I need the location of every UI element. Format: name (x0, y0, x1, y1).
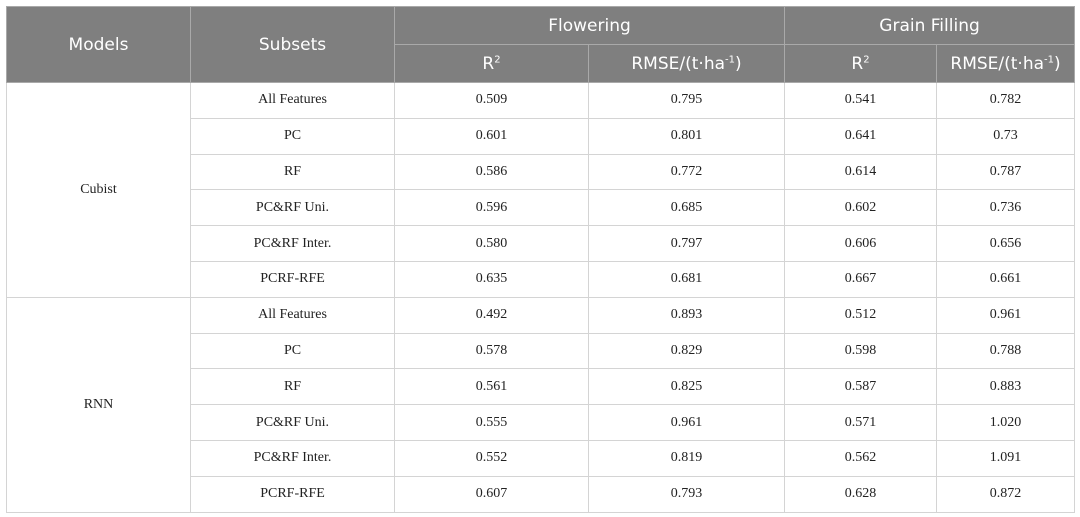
value-cell: 0.614 (784, 153, 938, 191)
subset-cell: PCRF-RFE (190, 475, 395, 513)
r2-sup: 2 (494, 53, 501, 65)
subset-cell: PCRF-RFE (190, 260, 395, 298)
subset-cell: RF (190, 368, 395, 406)
value-cell: 0.893 (587, 296, 786, 334)
subset-cell: PC (190, 117, 395, 155)
header-flowering: Flowering (393, 6, 786, 45)
rmse-close: ) (735, 53, 742, 74)
header-subsets: Subsets (190, 6, 395, 83)
value-cell: 0.793 (587, 475, 786, 513)
table-row: Cubist All Features 0.509 0.795 0.541 0.782 (6, 82, 1076, 298)
value-cell: 0.801 (587, 117, 786, 155)
value-cell: 0.607 (394, 475, 589, 513)
value-cell: 0.571 (784, 404, 938, 441)
subset-cell: RF (190, 153, 395, 191)
table-row: RF 0.586 0.772 0.614 0.787 (7, 153, 1076, 191)
subset-cell: PC (190, 332, 395, 370)
subset-cell: PC&RF Inter. (190, 225, 395, 262)
model-name: Cubist (6, 82, 191, 298)
value-cell: 0.561 (394, 368, 589, 406)
rmse-sup: -1 (725, 53, 735, 65)
r2-label: R (851, 53, 864, 74)
value-cell: 0.797 (587, 225, 786, 262)
value-cell: 0.667 (784, 260, 938, 298)
value-cell: 0.555 (394, 404, 589, 441)
value-cell: 0.73 (936, 117, 1076, 155)
value-cell: 0.552 (394, 439, 589, 477)
value-cell: 0.788 (936, 332, 1076, 370)
header-grain-filling-r2: R2 (784, 44, 938, 83)
r2-sup: 2 (863, 53, 870, 65)
table-row: PCRF-RFE 0.607 0.793 0.628 0.872 (7, 475, 1076, 513)
table-row: PC&RF Inter. 0.552 0.819 0.562 1.091 (7, 439, 1076, 477)
rmse-label: RMSE/(t·ha (631, 53, 726, 74)
value-cell: 0.829 (587, 332, 786, 370)
subset-cell: All Features (190, 296, 395, 334)
value-cell: 0.635 (394, 260, 589, 298)
header-grain-filling-rmse: RMSE/(t·ha-1) (936, 44, 1076, 83)
table-row: PC 0.578 0.829 0.598 0.788 (7, 332, 1076, 370)
value-cell: 0.628 (784, 475, 938, 513)
header-flowering-rmse: RMSE/(t·ha-1) (587, 44, 786, 83)
value-cell: 0.736 (936, 189, 1076, 227)
value-cell: 0.661 (936, 260, 1076, 298)
value-cell: 0.782 (936, 82, 1076, 119)
rmse-close: ) (1054, 53, 1061, 74)
value-cell: 0.580 (394, 225, 589, 262)
results-table: Models Subsets Flowering Grain Filling R… (6, 6, 1076, 513)
value-cell: 0.787 (936, 153, 1076, 191)
table-row: PC&RF Inter. 0.580 0.797 0.606 0.656 (7, 225, 1076, 262)
subset-cell: PC&RF Uni. (190, 189, 395, 227)
r2-label: R (482, 53, 495, 74)
table-row: PCRF-RFE 0.635 0.681 0.667 0.661 (7, 260, 1076, 298)
subset-cell: PC&RF Inter. (190, 439, 395, 477)
rmse-sup: -1 (1044, 53, 1055, 65)
value-cell: 0.587 (784, 368, 938, 406)
value-cell: 0.578 (394, 332, 589, 370)
value-cell: 1.020 (936, 404, 1076, 441)
subset-cell: All Features (190, 82, 395, 119)
value-cell: 0.586 (394, 153, 589, 191)
header-models: Models (6, 6, 191, 83)
value-cell: 0.598 (784, 332, 938, 370)
value-cell: 1.091 (936, 439, 1076, 477)
value-cell: 0.541 (784, 82, 938, 119)
value-cell: 0.825 (587, 368, 786, 406)
value-cell: 0.596 (394, 189, 589, 227)
value-cell: 0.681 (587, 260, 786, 298)
value-cell: 0.562 (784, 439, 938, 477)
subset-cell: PC&RF Uni. (190, 404, 395, 441)
value-cell: 0.795 (587, 82, 786, 119)
table-row: RNN All Features 0.492 0.893 0.512 0.961 (6, 296, 1076, 513)
table-row: PC 0.601 0.801 0.641 0.73 (7, 117, 1076, 155)
table-row: PC&RF Uni. 0.596 0.685 0.602 0.736 (7, 189, 1076, 227)
value-cell: 0.601 (394, 117, 589, 155)
header-grain-filling: Grain Filling (784, 6, 1076, 45)
value-cell: 0.961 (587, 404, 786, 441)
value-cell: 0.872 (936, 475, 1076, 513)
value-cell: 0.512 (784, 296, 938, 334)
value-cell: 0.492 (394, 296, 589, 334)
value-cell: 0.606 (784, 225, 938, 262)
value-cell: 0.509 (394, 82, 589, 119)
value-cell: 0.961 (936, 296, 1076, 334)
value-cell: 0.685 (587, 189, 786, 227)
value-cell: 0.772 (587, 153, 786, 191)
value-cell: 0.656 (936, 225, 1076, 262)
rmse-label: RMSE/(t·ha (950, 53, 1045, 74)
value-cell: 0.602 (784, 189, 938, 227)
model-name: RNN (6, 296, 191, 513)
header-flowering-r2: R2 (394, 44, 589, 83)
value-cell: 0.641 (784, 117, 938, 155)
value-cell: 0.819 (587, 439, 786, 477)
value-cell: 0.883 (936, 368, 1076, 406)
